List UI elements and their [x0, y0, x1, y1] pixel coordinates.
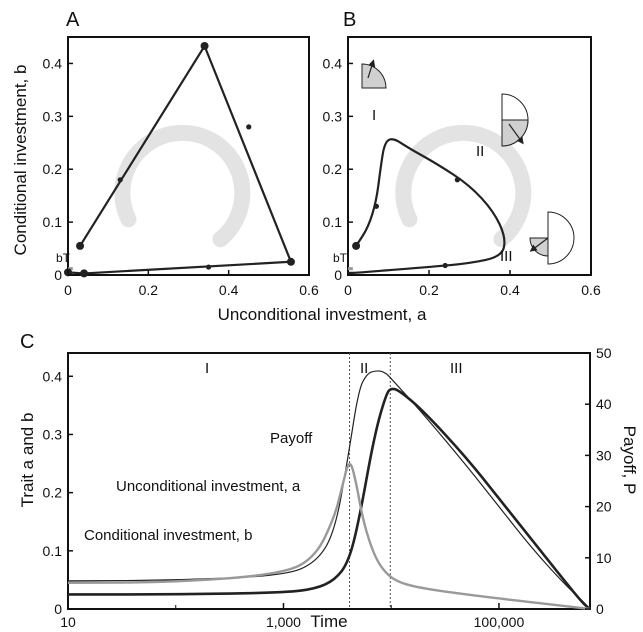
panel-c-region-3: III: [450, 360, 463, 377]
trajectory-marker: [286, 257, 295, 266]
y-tick-label: 0.1: [43, 543, 63, 559]
y-tick-label: 0.3: [323, 108, 343, 124]
y2-tick-label: 20: [596, 499, 612, 515]
y-tick-label: 0.2: [43, 161, 63, 177]
y2-tick-label: 40: [596, 396, 612, 412]
x-tick-label: 10: [60, 614, 76, 630]
x-tick-label: 1,000: [266, 614, 301, 630]
trajectory-marker: [76, 241, 85, 250]
panel-b-region-2: II: [476, 143, 484, 160]
direction-arrow: [454, 177, 460, 183]
y-tick-label: 0.3: [43, 108, 63, 124]
panel-b-region-3: III: [500, 248, 513, 265]
background-swirl: [395, 124, 532, 248]
trajectory-line: [67, 43, 293, 275]
label-payoff: Payoff: [270, 430, 313, 447]
y-tick-label: 0.2: [43, 485, 63, 501]
series-unconditional: [67, 387, 591, 611]
x-tick-label: 0.2: [139, 282, 159, 298]
panel-c: C 10 1,000 100,00000.10.20.30.401020304050…: [18, 331, 639, 631]
y2-tick-label: 50: [596, 345, 612, 361]
panel-c-letter: C: [20, 331, 34, 353]
y-tick-label: 0: [54, 601, 62, 617]
direction-arrow: [117, 177, 123, 183]
y-tick-label: 0.2: [323, 161, 343, 177]
ab-ylabel: Conditional investment, b: [11, 65, 30, 256]
y-tick-label: 0.4: [323, 55, 343, 71]
panel-b: B 0 0.2 0.4 0.6 0 0.1 0.2 0.3 0.4 bT I II III: [323, 9, 601, 298]
trajectory-marker: [352, 241, 361, 250]
label-right-axis: Payoff, P: [620, 426, 639, 495]
panel-c-plot: [67, 353, 591, 611]
x-tick-label: 0: [344, 282, 352, 298]
trajectory-line: [348, 138, 506, 274]
series-payoff: [67, 370, 591, 610]
y-tick-label: 0.1: [323, 214, 343, 230]
panel-c-region-2: II: [360, 360, 368, 377]
panel-a-plot: [64, 41, 295, 278]
y-tick-label: 0.3: [43, 426, 63, 442]
panel-a-frame: [67, 36, 310, 276]
panel-a-letter: A: [66, 9, 80, 31]
x-tick-label: 0.4: [500, 282, 520, 298]
panel-b-region-1: I: [372, 107, 376, 124]
panel-b-letter: B: [343, 9, 356, 31]
trajectory-marker: [80, 269, 89, 278]
label-time: Time: [310, 612, 347, 631]
x-tick-label: 0.4: [219, 282, 239, 298]
x-tick-label: 0.6: [299, 282, 319, 298]
panel-a-ticks: 0 0.2 0.4 0.6 0 0.1 0.2 0.3 0.4: [43, 55, 319, 298]
background-swirl: [114, 124, 251, 248]
y2-tick-label: 0: [596, 601, 604, 617]
phase-glyph-3: [529, 211, 575, 265]
y2-tick-label: 30: [596, 447, 612, 463]
label-unconditional: Unconditional investment, a: [116, 478, 301, 495]
x-tick-label: 0: [64, 282, 72, 298]
label-conditional: Conditional investment, b: [84, 527, 252, 544]
y-tick-label: 0.4: [43, 55, 63, 71]
y2-tick-label: 10: [596, 550, 612, 566]
y-tick-label: 0.4: [43, 368, 63, 384]
x-tick-label: 0.2: [419, 282, 439, 298]
direction-arrow: [373, 203, 379, 209]
label-left-axis: Trait a and b: [18, 413, 37, 508]
phase-glyph-1: [361, 59, 387, 89]
series-conditional: [67, 463, 591, 611]
x-tick-label: 100,000: [474, 614, 525, 630]
panel-b-frame: [347, 36, 592, 276]
panel-b-bT-label: bT: [333, 251, 348, 265]
y-tick-label: 0: [54, 267, 62, 283]
y-tick-label: 0.1: [43, 214, 63, 230]
ab-xlabel: Unconditional investment, a: [218, 305, 427, 324]
trajectory-marker: [200, 41, 209, 50]
panel-b-ticks: 0 0.2 0.4 0.6 0 0.1 0.2 0.3 0.4: [323, 55, 601, 298]
direction-arrow: [205, 264, 212, 270]
panel-a-bT-label: bT: [56, 251, 71, 265]
x-tick-label: 0.6: [581, 282, 601, 298]
direction-arrow: [442, 262, 448, 269]
y-tick-label: 0: [334, 267, 342, 283]
panel-a: A 0 0.2 0.4 0.6 0 0.1 0.2 0.3 0.4 bT: [43, 9, 319, 298]
phase-glyph-2: [501, 93, 529, 147]
direction-arrow: [246, 124, 252, 130]
panel-c-frame: [67, 352, 591, 610]
panel-c-region-1: I: [205, 360, 209, 377]
panel-b-plot: [348, 124, 532, 274]
